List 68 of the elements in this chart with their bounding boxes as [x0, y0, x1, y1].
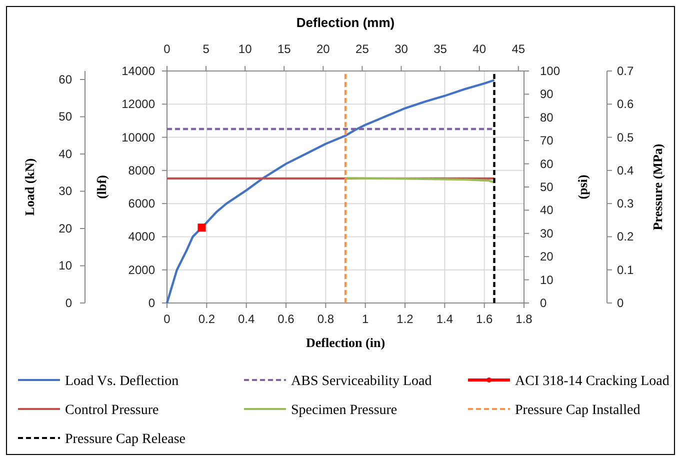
y-tick-label: 14000 — [122, 64, 156, 78]
y3-tick-label: 0 — [65, 296, 72, 310]
text: 0.3 — [617, 196, 634, 211]
text: 0.1 — [617, 262, 634, 277]
x-tick-label: 1 — [362, 312, 369, 326]
y2-tick-label: 10 — [540, 272, 554, 287]
x-tick-label: 0.2 — [198, 312, 216, 326]
x-tick-label: 1.8 — [516, 312, 533, 326]
text: 0 — [617, 296, 624, 310]
x2-tick-label: 30 — [394, 42, 408, 56]
x-tick-label: 1.6 — [476, 312, 493, 326]
y2-tick-label: 70 — [540, 134, 554, 148]
x-tick-label: 1.4 — [436, 312, 454, 326]
x2-tick-label: 10 — [238, 42, 252, 56]
x2-tick-label: 5 — [202, 42, 210, 56]
text: Pressure (MPa) — [650, 144, 665, 230]
y3-tick-label: 30 — [58, 184, 72, 198]
y-tick-label: 6000 — [128, 196, 156, 211]
x2-tick-label: 20 — [316, 42, 330, 56]
y2-axis-title: (psi) — [575, 174, 590, 200]
x-tick-label: 1.2 — [396, 312, 414, 326]
x-tick-label: 0.8 — [317, 312, 334, 326]
y2-tick-label: 50 — [540, 180, 554, 194]
y3-tick-label: 60 — [58, 72, 72, 86]
legend-label: Load Vs. Deflection — [65, 374, 179, 389]
y2-tick-label: 20 — [540, 250, 554, 264]
y2-tick-label: 40 — [540, 203, 554, 218]
x-tick-label: 0.6 — [278, 312, 295, 326]
y2-tick-label: 30 — [540, 226, 554, 240]
y-tick-label: 4000 — [128, 230, 156, 244]
text: 0.6 — [617, 97, 634, 112]
x2-tick-label: 45 — [512, 42, 526, 56]
x2-tick-label: 25 — [356, 42, 370, 56]
legend-label: Control Pressure — [65, 403, 159, 418]
x2-axis-title: Deflection (mm) — [296, 15, 395, 30]
x2-tick-label: 35 — [434, 42, 448, 56]
y-tick-label: 10000 — [122, 130, 156, 144]
x2-tick-label: 15 — [277, 42, 292, 56]
text: 0.2 — [617, 230, 634, 244]
y3-tick-label: 50 — [58, 110, 72, 124]
y3-tick-label: 10 — [58, 258, 72, 273]
legend-label: Pressure Cap Installed — [515, 403, 640, 418]
text: 0.4 — [617, 163, 634, 178]
text: 0.7 — [617, 64, 634, 78]
y-axis-title: (lbf) — [94, 175, 109, 199]
y2-tick-label: 80 — [540, 110, 554, 124]
y-tick-label: 12000 — [122, 97, 156, 112]
y-tick-label: 2000 — [128, 262, 156, 277]
y-tick-label: 0 — [148, 296, 156, 310]
y2-tick-label: 0 — [540, 296, 547, 310]
legend-label: Specimen Pressure — [291, 403, 398, 418]
y-tick-label: 8000 — [128, 163, 156, 178]
y2-tick-label: 60 — [540, 156, 554, 171]
y2-tick-label: 90 — [540, 87, 554, 102]
x2-tick-label: 0 — [164, 42, 171, 56]
x-tick-label: 0.4 — [238, 312, 255, 326]
x-axis-title: Deflection (in) — [306, 335, 386, 350]
legend-label: ABS Serviceability Load — [291, 374, 432, 389]
legend-label: Pressure Cap Release — [65, 432, 186, 447]
x2-tick-label: 40 — [472, 42, 486, 56]
y2-tick-label: 100 — [540, 64, 560, 78]
y3-tick-label: 40 — [58, 146, 72, 161]
line-series — [166, 79, 496, 304]
text: 0.5 — [617, 130, 634, 144]
y3-axis-title: Load (kN) — [22, 158, 37, 216]
legend-label: ACI 318-14 Cracking Load — [515, 374, 670, 389]
y3-tick-label: 20 — [58, 222, 72, 236]
x-tick-label: 0 — [164, 312, 171, 326]
